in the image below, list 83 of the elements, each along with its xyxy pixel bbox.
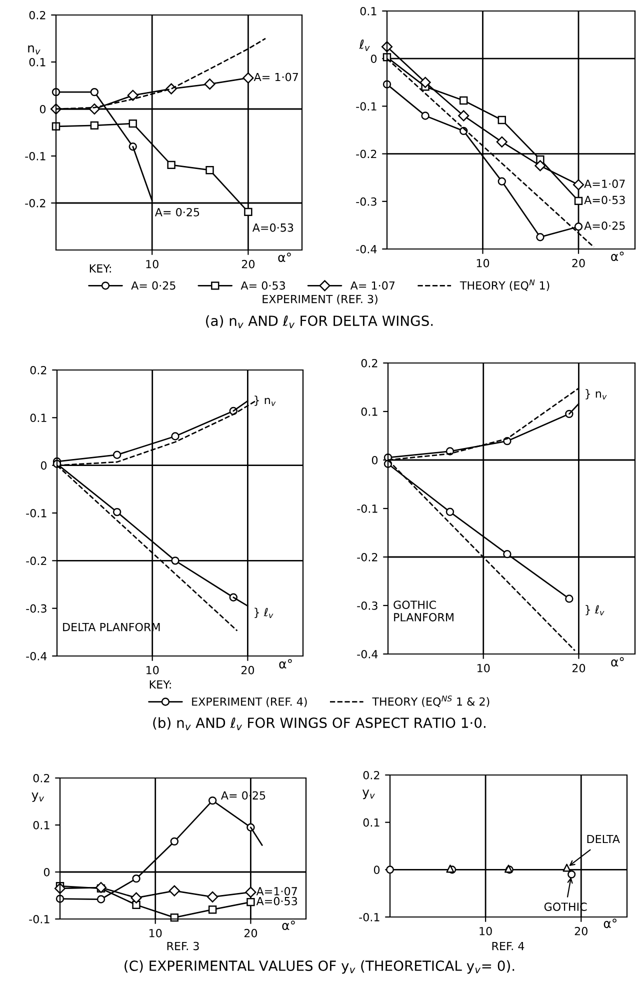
annotation: A= 0·25 — [154, 208, 200, 216]
x-tick-label: 10 — [478, 664, 490, 672]
text: (b) n$_{v}$ AND ℓ$_{v}$ FOR WINGS OF ASPECT RATIO 1·0. — [153, 717, 486, 730]
x-axis-title: α° — [611, 657, 624, 667]
y-tick-label: -0.1 — [357, 504, 378, 513]
y-tick-label: 0.1 — [30, 414, 46, 422]
y-tick-label: 0.1 — [33, 820, 50, 830]
y-tick-label: 0 — [372, 456, 378, 464]
annotation: } ℓ$_{v}$ — [586, 604, 604, 616]
legend-label: THEORY (EQ$^{NS}$ 1 & 2) — [372, 696, 490, 708]
text: (C) EXPERIMENTAL VALUES OF y$_{v}$ (THEORETICAL y$_{v}$= 0). — [124, 960, 514, 974]
y-tick-label: 0 — [44, 868, 50, 876]
x-axis-title: α° — [279, 659, 292, 669]
y-tick-label: 0 — [370, 54, 377, 63]
y-tick-label: -0.1 — [25, 152, 46, 160]
y-tick-label: -0.1 — [29, 914, 50, 924]
text: REF. 4 — [492, 942, 524, 950]
legend-label: THEORY (EQ$^{N}$ 1) — [460, 280, 550, 291]
y-tick-label: 0.1 — [360, 6, 376, 16]
x-axis-title: α° — [282, 920, 295, 930]
y-axis-title: y$_{v}$ — [362, 790, 375, 800]
y-tick-label: 0.1 — [361, 407, 378, 416]
annotation: A=0·25 — [584, 221, 625, 230]
y-tick-label: 0.2 — [30, 366, 46, 374]
y-tick-label: -0.2 — [25, 198, 46, 208]
x-tick-label: 10 — [150, 928, 162, 938]
x-axis-title: α° — [278, 252, 291, 262]
x-tick-label: 10 — [480, 926, 492, 936]
y-tick-label: -0.1 — [359, 912, 380, 922]
x-tick-label: 20 — [244, 928, 258, 938]
x-tick-label: 20 — [574, 926, 588, 936]
annotation: A=1·07 — [584, 180, 625, 188]
y-axis-title: ℓ$_{v}$ — [359, 39, 370, 51]
y-tick-label: -0.4 — [26, 652, 47, 660]
y-tick-label: 0.1 — [363, 818, 380, 827]
annotation: } ℓ$_{v}$ — [254, 608, 274, 618]
y-axis-title: y$_{v}$ — [32, 792, 44, 802]
annotation: A=1·07 — [256, 887, 297, 896]
x-tick-label: 20 — [241, 666, 254, 674]
text: (a) n$_{v}$ AND ℓ$_{v}$ FOR DELTA WINGS. — [206, 315, 433, 328]
annotation: } n$_{v}$ — [586, 389, 607, 400]
y-tick-label: 0.2 — [361, 358, 378, 368]
y-tick-label: -0.4 — [357, 650, 378, 658]
text: REF. 3 — [167, 942, 199, 950]
y-tick-label: 0 — [374, 866, 380, 874]
y-tick-label: -0.3 — [356, 197, 376, 206]
annotation: DELTA — [587, 834, 620, 844]
y-tick-label: -0.3 — [26, 604, 46, 613]
annotation: A= 1·07 — [254, 72, 298, 82]
annotation: A=0·53 — [256, 896, 298, 906]
legend-title: KEY: — [90, 264, 111, 272]
annotation: GOTHIC PLANFORM — [394, 600, 454, 622]
x-axis-title: α° — [611, 252, 624, 262]
annotation: A=0·53 — [584, 196, 625, 204]
x-tick-label: 10 — [146, 260, 158, 268]
legend-label: A= 0·25 — [131, 281, 176, 290]
annotation: } n$_{v}$ — [254, 396, 276, 406]
y-tick-label: 0.1 — [29, 58, 46, 66]
y-tick-label: 0.2 — [29, 10, 46, 20]
y-tick-label: 0 — [40, 104, 46, 114]
y-tick-label: -0.2 — [357, 552, 378, 562]
x-tick-label: 20 — [572, 258, 585, 268]
y-tick-label: 0 — [40, 461, 47, 470]
annotation: A=0·53 — [252, 223, 294, 232]
y-tick-label: -0.1 — [356, 102, 376, 111]
y-tick-label: -0.3 — [357, 601, 378, 610]
y-tick-label: -0.2 — [356, 150, 376, 158]
x-tick-label: 10 — [476, 258, 490, 268]
y-tick-label: -0.2 — [26, 556, 46, 566]
y-tick-label: -0.1 — [26, 508, 46, 518]
x-tick-label: 10 — [146, 666, 159, 674]
text: EXPERIMENT (REF. 3) — [262, 294, 378, 305]
x-tick-label: 20 — [572, 664, 586, 672]
y-tick-label: 0.2 — [33, 774, 50, 782]
y-tick-label: -0.4 — [356, 244, 377, 254]
x-axis-title: α° — [604, 918, 616, 928]
legend-label: EXPERIMENT (REF. 4) — [192, 697, 307, 708]
y-axis-title: n$_{v}$ — [28, 45, 40, 54]
legend-title: KEY: — [150, 680, 171, 688]
y-tick-label: 0.2 — [363, 770, 380, 780]
x-tick-label: 20 — [242, 260, 255, 268]
legend-label: A= 0·53 — [240, 281, 285, 290]
legend-label: A= 1·07 — [350, 281, 395, 290]
